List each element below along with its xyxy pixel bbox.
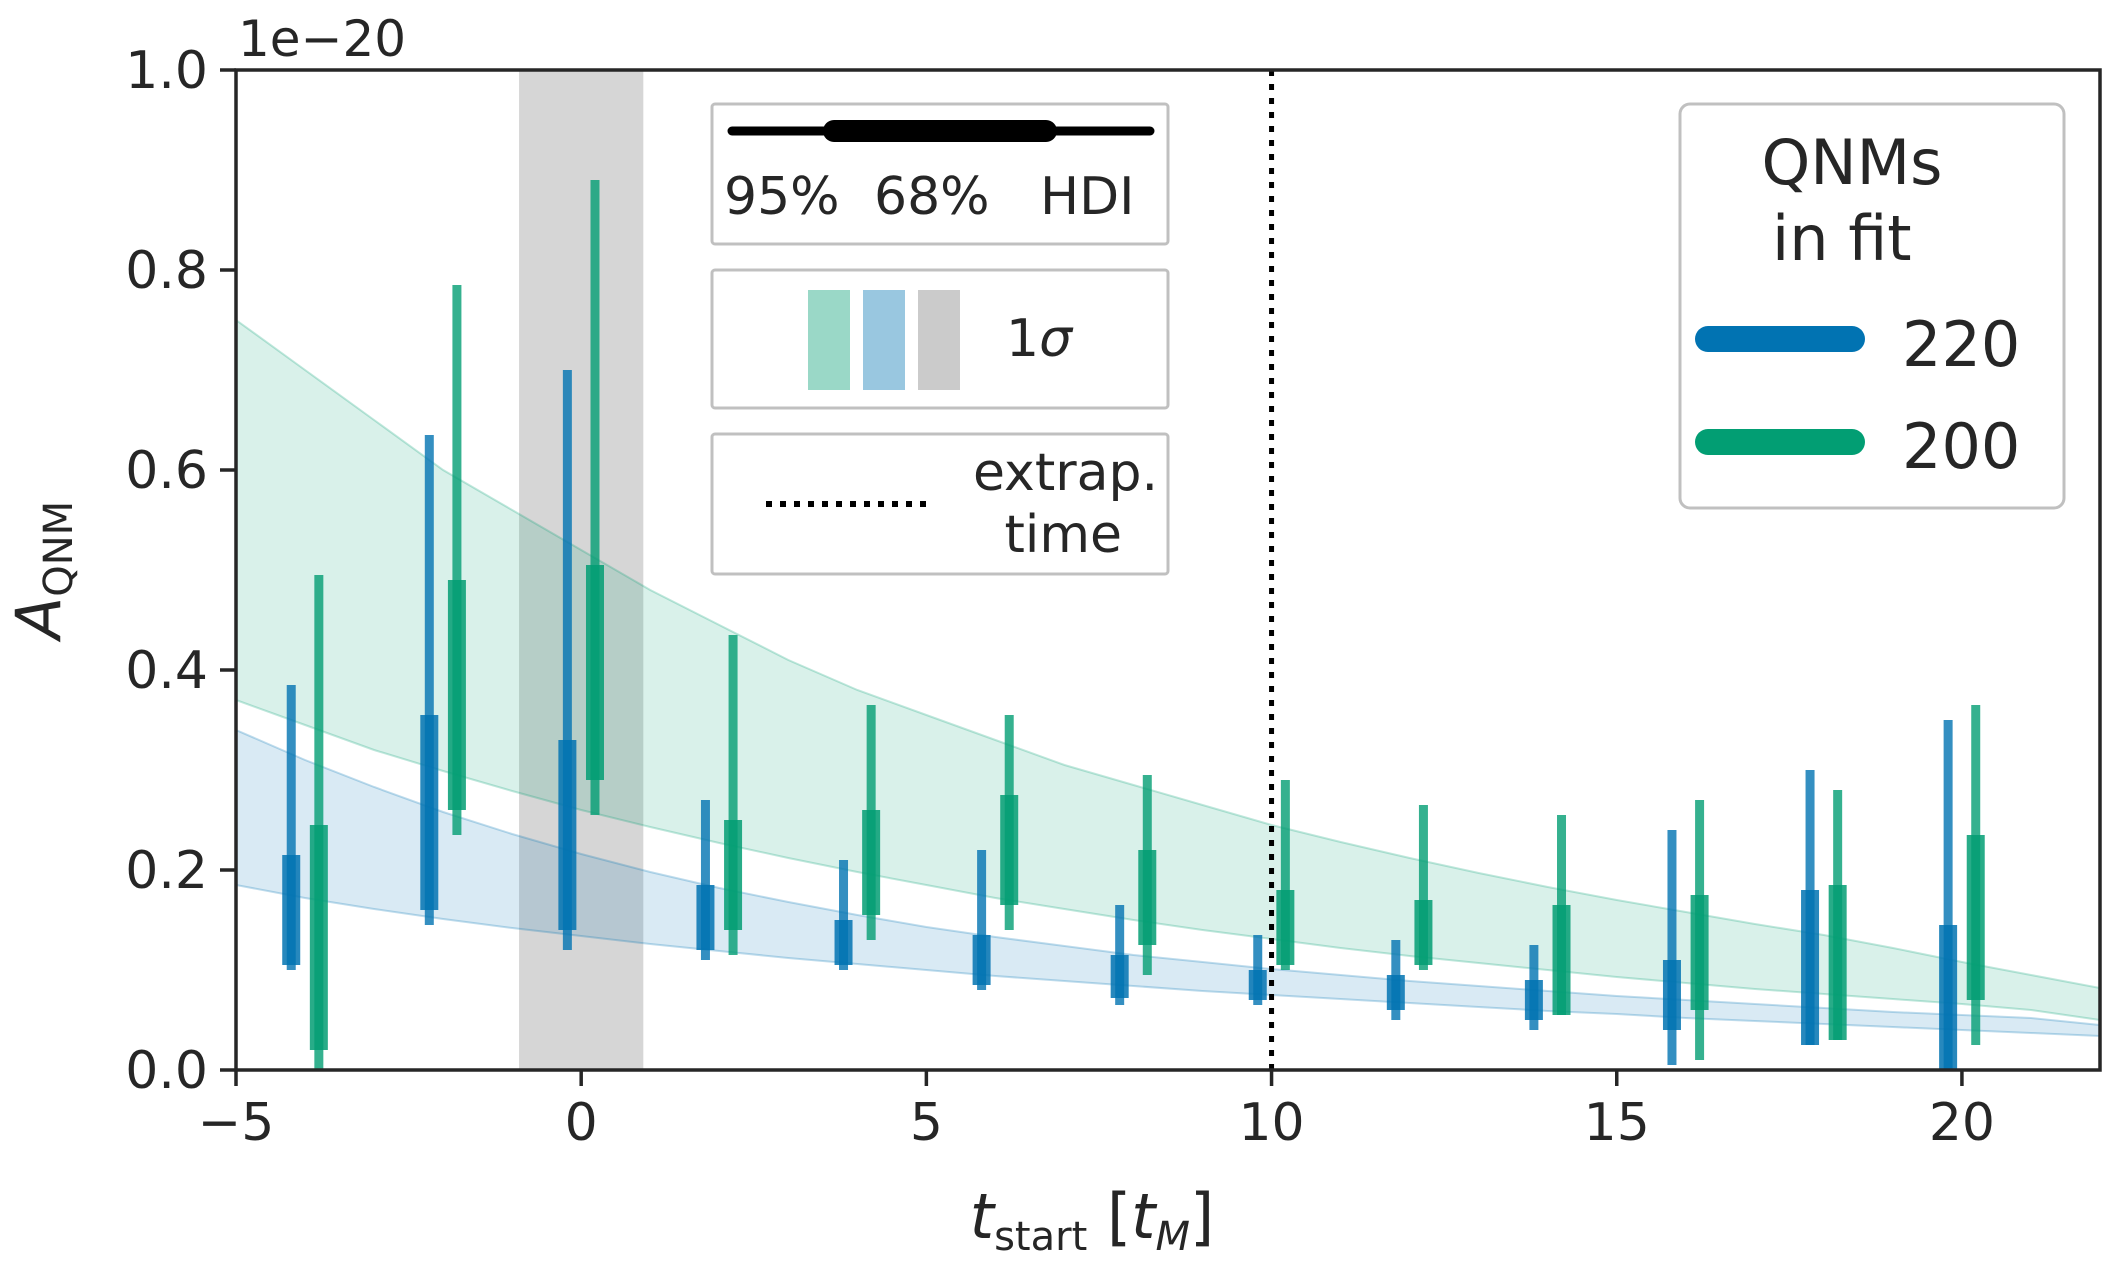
x-axis-label: tstart [tM] [970, 1180, 1214, 1260]
legend-qnm-frame [1678, 102, 2066, 510]
legend-hdi: 95% 68% HDI [710, 102, 1170, 246]
axes-frame [234, 68, 2102, 1072]
y-tick-label: 1.0 [125, 41, 208, 101]
legend-hdi-label-hdi: HDI [1040, 167, 1134, 227]
legend-qnm-200-label: 200 [1902, 410, 2020, 483]
legend-hdi-label-68: 68% [874, 167, 990, 227]
y-tick-label: 0.6 [125, 441, 208, 501]
legend-extrap: extrap. time [710, 432, 1170, 576]
y-tick-label: 0.4 [125, 641, 208, 701]
x-tick-label: 20 [1929, 1093, 1995, 1153]
legend-sigma-label: 1σ [1006, 309, 1074, 369]
y-tick-label: 0.2 [125, 841, 208, 901]
legend-hdi-label-95: 95% [724, 167, 840, 227]
legend-qnm-title-2: in fit [1772, 202, 1912, 275]
legend-extrap-frame [710, 432, 1170, 576]
legend-extrap-label-1: extrap. [973, 443, 1158, 503]
x-tick-label: 5 [910, 1093, 943, 1153]
y-tick-label: 0.8 [125, 241, 208, 301]
legend-sigma: 1σ [710, 268, 1170, 410]
band-200 [236, 318, 2100, 1022]
legend-hdi-frame [710, 102, 1170, 246]
y-offset-text: 1e−20 [238, 10, 406, 68]
legend-sigma-swatch-220 [863, 290, 905, 390]
x-tick-label: 0 [565, 1093, 598, 1153]
legend-sigma-swatch-200 [808, 290, 850, 390]
x-tick-label: 15 [1584, 1093, 1650, 1153]
legend-sigma-swatch-shaded [918, 290, 960, 390]
legend-qnm-title-1: QNMs [1762, 126, 1943, 199]
axis-ticks: −5 0 5 10 15 20 0.0 0.2 0.4 0.6 0.8 1.0 [125, 41, 1995, 1153]
plot-area [236, 70, 2100, 1070]
legend-qnm-220-label: 220 [1902, 308, 2020, 381]
shaded-region [519, 70, 644, 1070]
x-tick-label: 10 [1238, 1093, 1304, 1153]
x-tick-label: −5 [198, 1093, 275, 1153]
legend-qnm: QNMs in fit 220 200 [1678, 102, 2066, 510]
legend-extrap-label-2: time [1005, 505, 1122, 565]
band-220 [236, 728, 2100, 1038]
y-tick-label: 0.0 [125, 1041, 208, 1101]
y-axis-label: AQNM [2, 501, 82, 643]
